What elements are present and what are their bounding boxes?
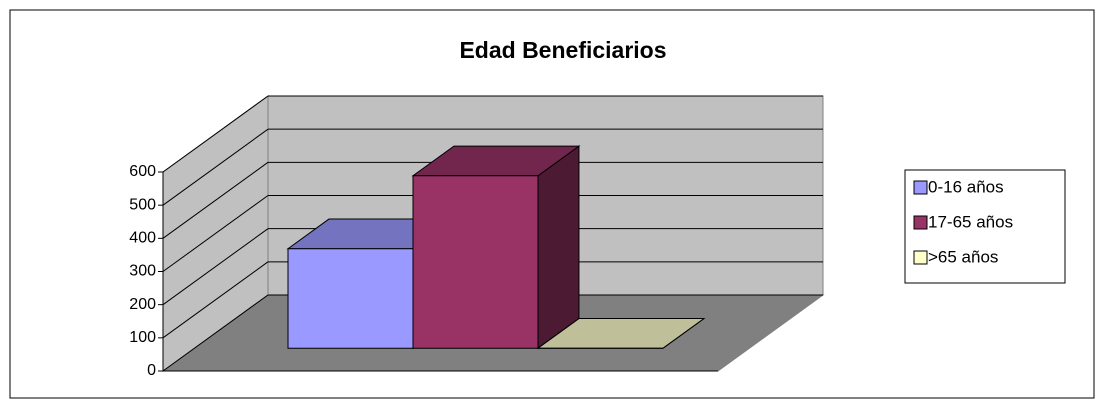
chart-title: Edad Beneficiarios [459,37,666,63]
legend-box [904,169,1066,284]
legend-label: >65 años [928,247,998,266]
grid-line [162,228,269,306]
legend-swatch [913,180,928,195]
y-tick-label: 400 [129,230,156,247]
legend-label: 0-16 años [928,177,1004,196]
grid-line [162,195,269,272]
y-tick-label: 500 [129,196,156,213]
legend-swatch [913,215,928,230]
grid-line [162,161,269,239]
grid-line [162,261,269,339]
grid-line [162,128,269,206]
y-tick-label: 100 [129,329,156,346]
y-tick-label: 600 [129,163,156,180]
grid-line [162,95,269,173]
legend-swatch [913,250,928,265]
bar-side [537,145,580,350]
y-tick-label: 0 [147,362,156,379]
y-tick-label: 200 [129,296,156,313]
legend-label: 17-65 años [928,212,1013,231]
bar-front [412,175,539,349]
bar-front [287,248,414,349]
y-tick-label: 300 [129,263,156,280]
grid-line [162,294,269,372]
